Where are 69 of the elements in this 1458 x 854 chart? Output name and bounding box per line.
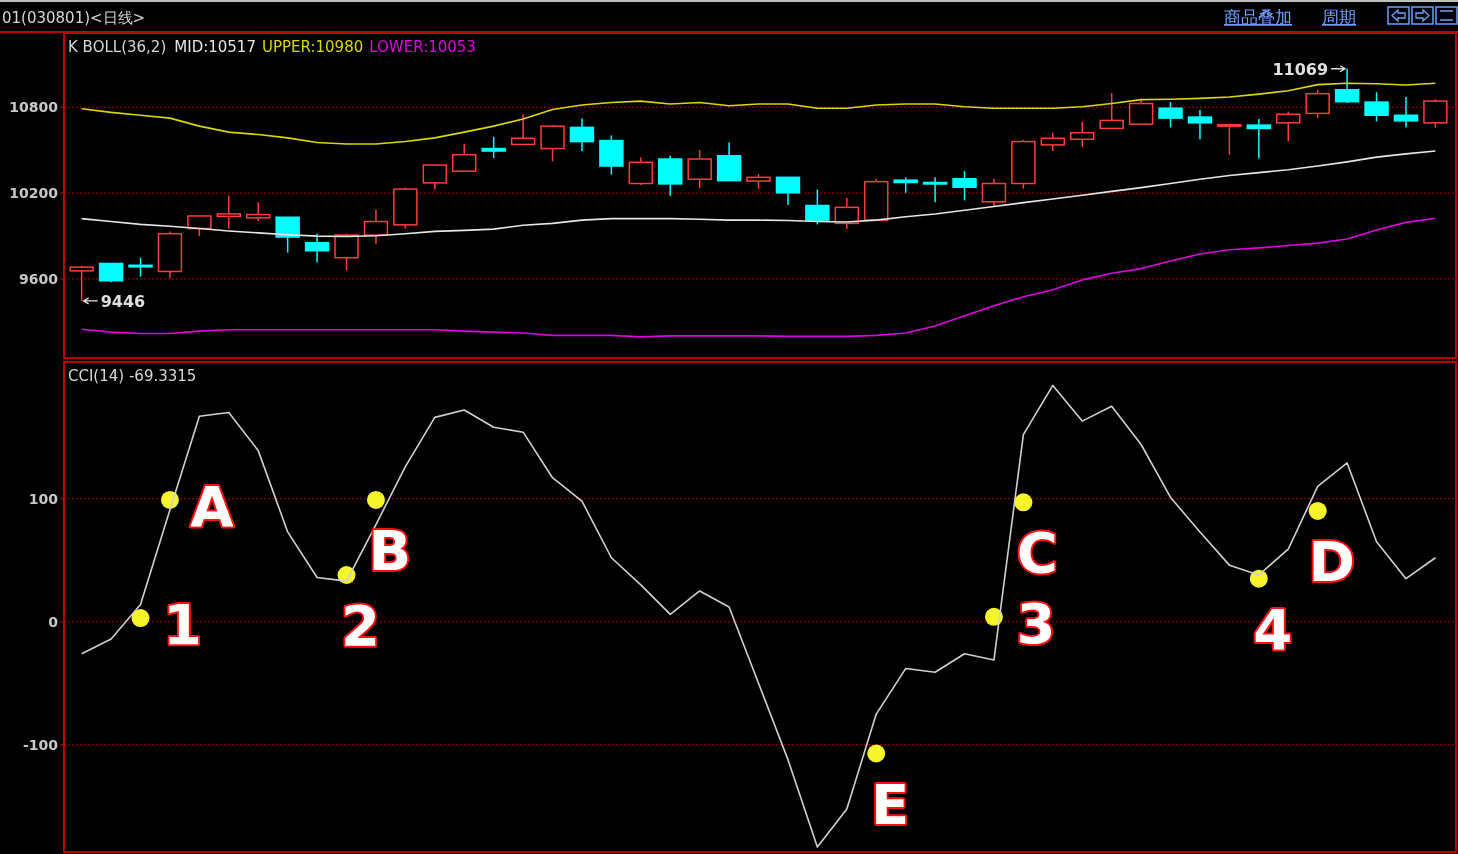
candlestick: [275, 216, 300, 254]
candlestick: [422, 164, 448, 191]
point: [867, 744, 886, 763]
annotation: D: [1308, 528, 1355, 594]
y-tick-label: 0: [48, 613, 59, 630]
line-series: [80, 217, 1437, 338]
candlestick: [1040, 131, 1066, 152]
candlestick: [216, 194, 242, 230]
candlestick: [510, 113, 536, 147]
candlestick: [1276, 110, 1301, 142]
y-tick-label: -100: [22, 736, 59, 753]
candlestick: [1217, 123, 1242, 156]
candlestick: [952, 170, 977, 202]
candlestick: [304, 232, 330, 264]
candlestick: [981, 178, 1007, 208]
point: [366, 490, 385, 509]
candlestick: [805, 188, 830, 226]
point: [131, 609, 150, 628]
line-series: [80, 150, 1437, 238]
annotation: 4: [1253, 596, 1293, 662]
candlestick: [246, 201, 271, 222]
y-tick-label: 100: [28, 490, 59, 507]
annotation: 2: [341, 592, 380, 658]
chart-title: CCI(14) -69.3315: [68, 367, 197, 385]
annotation: 11069: [1272, 59, 1329, 79]
candlestick: [1393, 96, 1419, 129]
candlestick: [1158, 101, 1183, 129]
text: 周期: [1322, 7, 1356, 27]
candlestick: [569, 117, 595, 152]
candlestick: [628, 156, 654, 186]
point: [1308, 501, 1327, 520]
candlestick: [128, 256, 153, 278]
candlestick: [1364, 91, 1389, 123]
line-series: [80, 82, 1437, 145]
line-series: [80, 384, 1437, 848]
candlestick: [481, 136, 506, 159]
candlestick: [1128, 98, 1154, 125]
candlestick: [1099, 92, 1124, 130]
candlestick: [775, 176, 801, 206]
text: 商品叠加: [1224, 7, 1292, 27]
candlestick: [1246, 118, 1272, 160]
point: [1014, 493, 1033, 512]
annotation: A: [190, 473, 235, 539]
point: [1249, 569, 1268, 588]
candlestick: [1187, 109, 1213, 141]
candlestick: [1070, 121, 1095, 148]
annotation: E: [871, 771, 910, 837]
text: 01(030801)<日线>: [2, 9, 146, 27]
candlestick: [1305, 89, 1330, 119]
annotation: 3: [1016, 590, 1056, 656]
candlestick: [363, 209, 389, 245]
chart-title: K BOLL(36,2): [68, 38, 167, 56]
candlestick: [540, 124, 565, 163]
text: LOWER:10053: [369, 38, 476, 56]
annotation: C: [1016, 520, 1058, 586]
candlestick: [452, 143, 477, 172]
candlestick: [687, 149, 712, 189]
text: MID:10517: [174, 38, 256, 56]
y-tick-label: 9600: [19, 270, 59, 287]
annotation: 9446: [100, 291, 146, 311]
y-tick-label: 10200: [9, 185, 59, 202]
text: UPPER:10980: [261, 38, 364, 56]
candlestick: [187, 215, 212, 237]
annotation: B: [368, 517, 412, 583]
candlestick: [1423, 98, 1448, 129]
candlestick: [922, 176, 948, 203]
y-tick-label: 10800: [9, 99, 59, 116]
point: [984, 607, 1003, 626]
annotation: 1: [163, 592, 202, 658]
